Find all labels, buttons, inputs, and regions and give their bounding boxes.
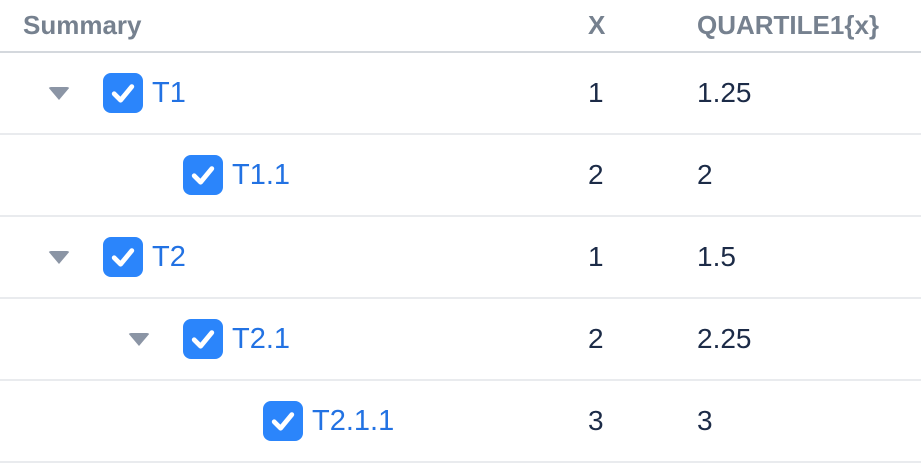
quartile-value-cell: 1.5 bbox=[697, 241, 736, 272]
column-header-x[interactable]: X bbox=[588, 10, 606, 40]
checkmark-icon bbox=[111, 248, 135, 267]
expander-slot bbox=[48, 217, 103, 297]
table-row[interactable]: T2.1.1 3 3 bbox=[0, 381, 921, 463]
quartile-value-cell: 3 bbox=[697, 405, 713, 436]
table-row[interactable]: T1.1 2 2 bbox=[0, 135, 921, 217]
table-header-row: Summary X QUARTILE1{x} bbox=[0, 0, 921, 53]
task-summary-link[interactable]: T2.1.1 bbox=[312, 404, 395, 437]
table-row[interactable]: T2 1 1.5 bbox=[0, 217, 921, 299]
x-value-cell: 2 bbox=[588, 323, 604, 354]
row-checkbox[interactable] bbox=[263, 401, 303, 441]
expander-slot bbox=[128, 299, 183, 379]
summary-cell: T1.1 bbox=[0, 135, 588, 215]
indent-spacer bbox=[0, 421, 208, 422]
quartile-value-cell: 1.25 bbox=[697, 77, 752, 108]
row-checkbox[interactable] bbox=[183, 155, 223, 195]
x-value-cell: 2 bbox=[588, 159, 604, 190]
table-row[interactable]: T1 1 1.25 bbox=[0, 53, 921, 135]
expand-collapse-arrow-icon[interactable] bbox=[48, 250, 70, 264]
column-header-quartile[interactable]: QUARTILE1{x} bbox=[697, 10, 880, 40]
checkmark-icon bbox=[191, 166, 215, 185]
expander-slot bbox=[128, 135, 183, 215]
table-body: T1 1 1.25 T1.1 2 2 T2 1 1.5 T2.1 2 2.25 T2.1.1 3 3 bbox=[0, 53, 921, 463]
indent-spacer bbox=[0, 257, 48, 258]
expand-collapse-arrow-icon[interactable] bbox=[128, 332, 150, 346]
checkmark-icon bbox=[191, 330, 215, 349]
indent-spacer bbox=[0, 93, 48, 94]
x-value-cell: 1 bbox=[588, 241, 604, 272]
task-summary-link[interactable]: T2 bbox=[152, 240, 186, 273]
expand-collapse-arrow-icon[interactable] bbox=[48, 86, 70, 100]
summary-cell: T2.1.1 bbox=[0, 381, 588, 461]
column-header-summary[interactable]: Summary bbox=[23, 10, 142, 40]
row-checkbox[interactable] bbox=[183, 319, 223, 359]
x-value-cell: 3 bbox=[588, 405, 604, 436]
task-summary-link[interactable]: T2.1 bbox=[232, 322, 291, 355]
checkmark-icon bbox=[111, 84, 135, 103]
table-row[interactable]: T2.1 2 2.25 bbox=[0, 299, 921, 381]
row-checkbox[interactable] bbox=[103, 73, 143, 113]
expander-slot bbox=[208, 381, 263, 461]
quartile-value-cell: 2.25 bbox=[697, 323, 752, 354]
expander-slot bbox=[48, 53, 103, 133]
task-summary-link[interactable]: T1.1 bbox=[232, 158, 291, 191]
checkmark-icon bbox=[271, 412, 295, 431]
summary-cell: T1 bbox=[0, 53, 588, 133]
indent-spacer bbox=[0, 175, 128, 176]
summary-cell: T2.1 bbox=[0, 299, 588, 379]
indent-spacer bbox=[0, 339, 128, 340]
summary-cell: T2 bbox=[0, 217, 588, 297]
task-summary-link[interactable]: T1 bbox=[152, 76, 186, 109]
x-value-cell: 1 bbox=[588, 77, 604, 108]
row-checkbox[interactable] bbox=[103, 237, 143, 277]
quartile-value-cell: 2 bbox=[697, 159, 713, 190]
